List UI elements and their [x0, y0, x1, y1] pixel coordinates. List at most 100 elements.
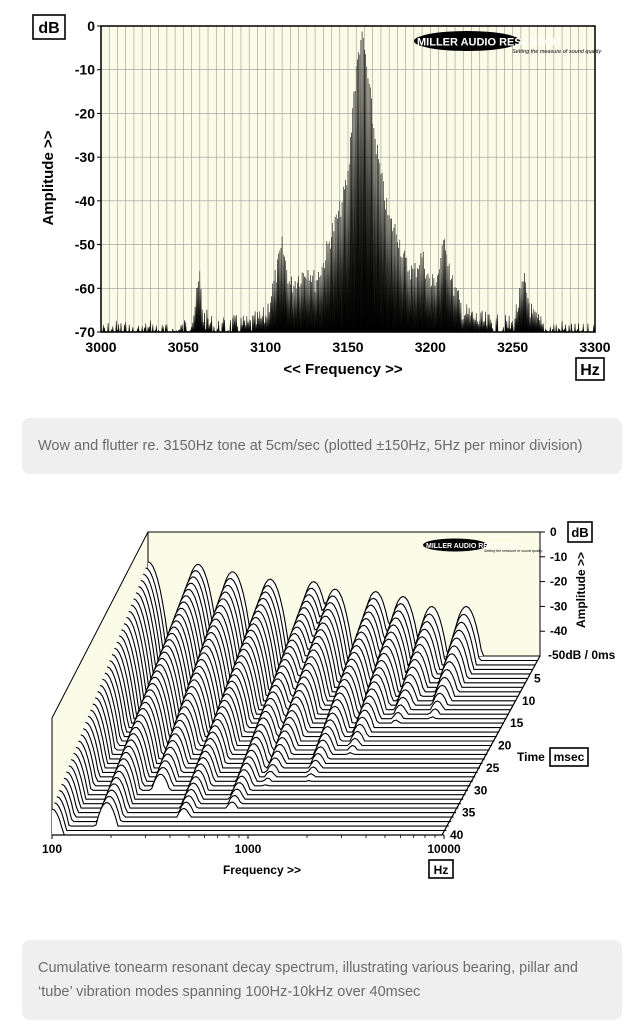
- decay-slice: [142, 573, 536, 666]
- z-base-label: -50dB / 0ms: [548, 648, 616, 662]
- decay-slice: [99, 684, 492, 747]
- caption-wow-flutter: Wow and flutter re. 3150Hz tone at 5cm/s…: [22, 418, 622, 474]
- y-tick-label: -40: [75, 193, 95, 209]
- time-ticks: 5 10 15 20 25 30 35 40: [450, 671, 541, 842]
- slice-fill: [128, 611, 521, 692]
- decay-slice: [140, 579, 533, 670]
- x-tick-label: 3100: [250, 339, 281, 355]
- logo-text-2: MILLER AUDIO RESEARCH: [426, 543, 518, 550]
- slice-fill: [126, 617, 519, 697]
- decay-slice: [147, 561, 540, 658]
- decay-slice: [121, 629, 514, 707]
- msec-unit-box: [549, 747, 589, 767]
- decay-slice: [130, 604, 524, 688]
- decay-slice: [133, 598, 526, 684]
- hz-unit-box: [575, 357, 605, 381]
- decay-slice: [138, 586, 531, 675]
- decay-slice: [102, 678, 495, 743]
- decay-slice: [145, 567, 538, 662]
- decay-slices: [51, 561, 540, 836]
- time-tick-label: 10: [522, 694, 536, 708]
- y-axis-label: Amplitude >>: [40, 130, 57, 225]
- decay-slice: [116, 641, 509, 716]
- plot-frame: [100, 25, 596, 333]
- time-tick-label: 20: [498, 739, 512, 753]
- slice-fill: [131, 605, 524, 688]
- y-tick-label: -30: [75, 149, 95, 165]
- logo-tagline-2: Setting the measure of sound quality: [484, 549, 543, 553]
- slice-fill: [133, 598, 526, 683]
- decay-slice: [109, 660, 502, 729]
- hz-unit-box-2: [428, 859, 454, 879]
- x-tick-label-2: 10000: [427, 842, 461, 856]
- x-tick-label: 3050: [168, 339, 199, 355]
- wow-flutter-chart: dB 0 -10 -20 -30 -40 -50 -60 -70 3000 3050 3100 31…: [32, 14, 611, 381]
- slice-fill: [121, 629, 514, 706]
- decay-slice: [90, 709, 483, 765]
- x-axis-label: << Frequency >>: [283, 361, 402, 378]
- decay-slice: [78, 740, 471, 787]
- logo-text: MILLER AUDIO RESEARCH: [417, 37, 561, 49]
- z-ticks: 0 -10 -20 -30 -40: [540, 525, 568, 638]
- time-tick-label: 40: [450, 828, 464, 842]
- x-tick-label: 3200: [415, 339, 446, 355]
- hz-unit-label: Hz: [580, 362, 600, 379]
- decay-slice: [135, 592, 528, 679]
- waterfall-chart: MILLER AUDIO RESEARCH Setting the measur…: [42, 521, 616, 879]
- y-tick-label: 0: [87, 18, 95, 34]
- decay-slice: [106, 666, 500, 733]
- y-tick-label: -10: [75, 62, 95, 78]
- decay-slice: [73, 752, 466, 796]
- decay-slice: [85, 721, 478, 773]
- decay-slice: [61, 783, 454, 818]
- x-ticks-2: 100 1000 10000: [42, 835, 461, 856]
- slice-fill: [124, 623, 516, 701]
- decay-slice: [114, 647, 507, 720]
- logo-tagline: Setting the measure of sound quality: [512, 49, 603, 55]
- y-tick-label: -60: [75, 280, 95, 296]
- decay-slice: [94, 697, 488, 755]
- decay-slice: [54, 802, 447, 832]
- db-unit-box: [32, 14, 66, 40]
- slice-fill: [119, 635, 512, 710]
- decay-slice: [68, 765, 461, 805]
- hz-unit-label-2: Hz: [434, 863, 449, 877]
- z-tick-label: 0: [550, 525, 557, 539]
- x-tick-label: 3000: [85, 339, 116, 355]
- x-axis-label-2: Frequency >>: [223, 863, 301, 877]
- decay-slice: [97, 691, 490, 751]
- decay-slice: [70, 759, 464, 800]
- x-ticks: 3000 3050 3100 3150 3200 3250 3300: [85, 339, 610, 355]
- decay-slice: [75, 746, 468, 791]
- decay-slice: [118, 635, 512, 712]
- decay-slice: [66, 771, 459, 809]
- time-tick-label: 25: [486, 761, 500, 775]
- time-tick-label: 15: [510, 716, 524, 730]
- db-unit-label-2: dB: [571, 525, 588, 540]
- time-tick-label: 35: [462, 806, 476, 820]
- db-unit-box-2: [567, 521, 593, 543]
- x-tick-label: 3300: [579, 339, 610, 355]
- msec-unit-label: msec: [554, 750, 585, 764]
- z-tick-label: -30: [550, 599, 568, 613]
- z-tick-label: -20: [550, 575, 568, 589]
- time-tick-label: 5: [534, 671, 541, 685]
- decay-slice: [104, 672, 497, 739]
- y-tick-label: -20: [75, 105, 95, 121]
- y-tick-label: -70: [75, 324, 95, 340]
- decay-slice: [87, 715, 480, 769]
- x-tick-label-2: 100: [42, 842, 62, 856]
- decay-slice: [58, 789, 452, 823]
- y-tick-label: -50: [75, 237, 95, 253]
- decay-slice: [80, 734, 473, 782]
- decay-slice: [123, 623, 516, 703]
- caption-decay-spectrum: Cumulative tonearm resonant decay spectr…: [22, 940, 622, 1020]
- z-axis-label: Amplitude >>: [574, 552, 588, 628]
- z-tick-label: -10: [550, 550, 568, 564]
- x-tick-label: 3250: [497, 339, 528, 355]
- miller-audio-research-logo-2: MILLER AUDIO RESEARCH Setting the measur…: [423, 538, 543, 553]
- decay-slice: [128, 610, 521, 693]
- x-tick-label: 3150: [332, 339, 363, 355]
- decay-slice: [82, 728, 476, 778]
- decay-slice: [111, 653, 504, 724]
